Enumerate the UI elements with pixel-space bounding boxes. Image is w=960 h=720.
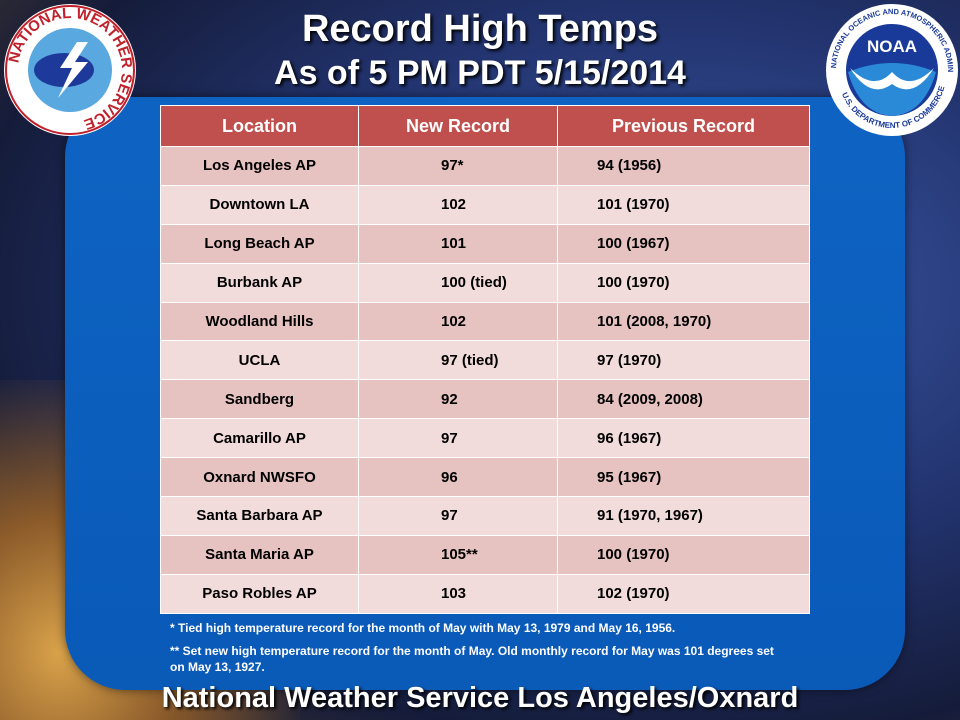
table-cell: 100 (1970) — [557, 534, 810, 575]
table-cell: 100 (1970) — [557, 262, 810, 303]
table-cell: 97 — [358, 418, 558, 459]
footnote: ** Set new high temperature record for t… — [170, 644, 774, 674]
table-cell: UCLA — [160, 340, 359, 381]
table-cell: Sandberg — [160, 379, 359, 420]
table-cell: Oxnard NWSFO — [160, 457, 359, 498]
table-cell: Paso Robles AP — [160, 573, 359, 614]
footnote: * Tied high temperature record for the m… — [170, 621, 676, 635]
records-table: Location New Record Previous Record Los An… — [160, 105, 810, 614]
table-row: Woodland Hills 102 101 (2008, 1970) — [160, 301, 810, 342]
table-row: Santa Maria AP 105** 100 (1970) — [160, 534, 810, 575]
table-cell: 100 (1967) — [557, 223, 810, 264]
table-cell: Long Beach AP — [160, 223, 359, 264]
table-row: Camarillo AP 97 96 (1967) — [160, 418, 810, 459]
table-row: Santa Barbara AP 97 91 (1970, 1967) — [160, 496, 810, 536]
table-cell: 95 (1967) — [557, 457, 810, 498]
subtitle: As of 5 PM PDT 5/15/2014 — [274, 54, 686, 92]
table-cell: Los Angeles AP — [160, 146, 359, 186]
table-row: Los Angeles AP 97* 94 (1956) — [160, 146, 810, 186]
table-cell: Santa Barbara AP — [160, 496, 359, 536]
table-body: Los Angeles AP 97* 94 (1956) Downtown LA 102… — [160, 146, 810, 614]
column-header: Location — [160, 105, 359, 147]
table-row: Burbank AP 100 (tied) 100 (1970) — [160, 262, 810, 303]
table-cell: Santa Maria AP — [160, 534, 359, 575]
noaa-logo: NOAA NATIONAL OCEANIC AND ATMOSPHERIC AD… — [824, 2, 958, 136]
table-cell: 97 — [358, 496, 558, 536]
table-cell: Downtown LA — [160, 184, 359, 225]
table-cell: 94 (1956) — [557, 146, 810, 186]
table-cell: 97 (1970) — [557, 340, 810, 381]
title: Record High Temps — [301, 8, 659, 50]
table-cell: 100 (tied) — [358, 262, 558, 303]
table-cell: 105** — [358, 534, 558, 575]
table-cell: 96 (1967) — [557, 418, 810, 459]
table-cell: 102 — [358, 184, 558, 225]
table-cell: Woodland Hills — [160, 301, 359, 342]
table-cell: 101 (1970) — [557, 184, 810, 225]
table-cell: 102 — [358, 301, 558, 342]
table-cell: 84 (2009, 2008) — [557, 379, 810, 420]
table-cell: 101 (2008, 1970) — [557, 301, 810, 342]
table-row: Long Beach AP 101 100 (1967) — [160, 223, 810, 264]
table-cell: 91 (1970, 1967) — [557, 496, 810, 536]
column-header: Previous Record — [557, 105, 810, 147]
table-cell: 103 — [358, 573, 558, 614]
column-header: New Record — [358, 105, 558, 147]
table-cell: 97 (tied) — [358, 340, 558, 381]
table-row: Sandberg 92 84 (2009, 2008) — [160, 379, 810, 420]
table-cell: Camarillo AP — [160, 418, 359, 459]
nws-logo: NATIONAL WEATHER SERVICE — [4, 4, 136, 136]
table-cell: 97* — [358, 146, 558, 186]
header-row: Location New Record Previous Record — [160, 105, 810, 147]
table-cell: Burbank AP — [160, 262, 359, 303]
table-row: Oxnard NWSFO 96 95 (1967) — [160, 457, 810, 498]
table-cell: 102 (1970) — [557, 573, 810, 614]
table-cell: 92 — [358, 379, 558, 420]
table-row: Paso Robles AP 103 102 (1970) — [160, 573, 810, 614]
footer: National Weather Service Los Angeles/Oxn… — [161, 682, 799, 714]
table-cell: 96 — [358, 457, 558, 498]
table-row: UCLA 97 (tied) 97 (1970) — [160, 340, 810, 381]
table-row: Downtown LA 102 101 (1970) — [160, 184, 810, 225]
table-cell: 101 — [358, 223, 558, 264]
noaa-name: NOAA — [867, 37, 917, 56]
